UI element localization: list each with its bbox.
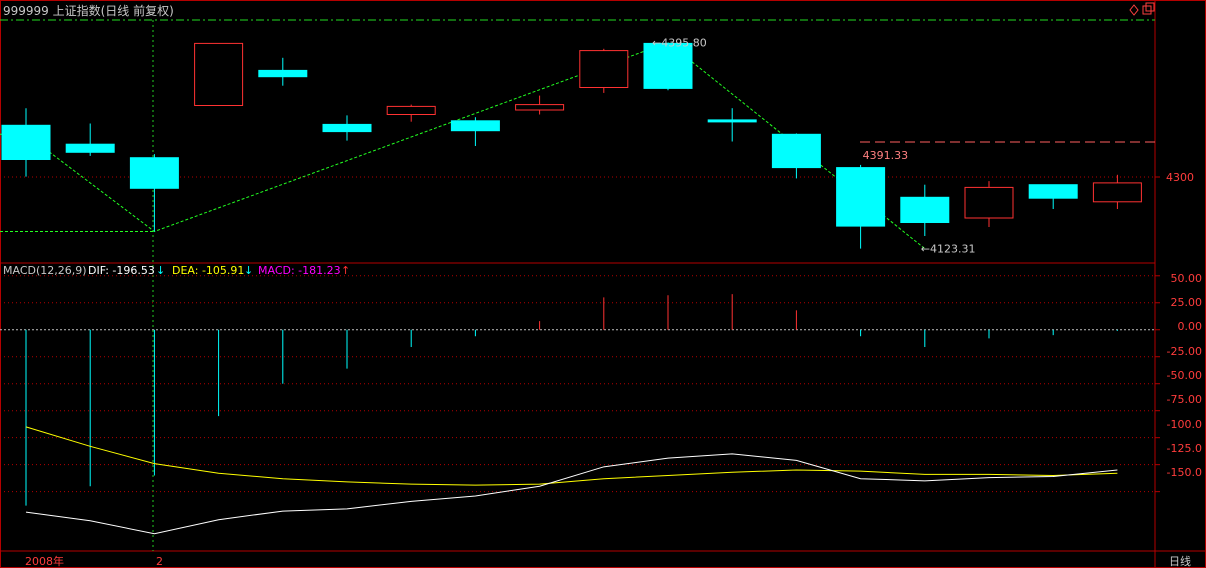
dif-line	[25, 453, 1118, 535]
candle-body	[322, 123, 372, 133]
macd-tick: -100.0	[1167, 418, 1202, 431]
macd-lines	[25, 426, 1118, 535]
candle-body	[579, 50, 629, 88]
macd-tick: 25.00	[1171, 296, 1203, 309]
candle-body	[771, 133, 821, 169]
dea-line	[25, 426, 1118, 486]
candle-body	[643, 42, 693, 89]
candle-body	[386, 105, 436, 116]
dea-value: DEA: -105.91	[172, 264, 244, 277]
price-annotations: ←4395.80 ←4123.31 4391.33	[652, 37, 976, 256]
candle-body	[1, 124, 51, 161]
candle-body	[1028, 184, 1078, 199]
candle-body	[194, 42, 244, 106]
dif-arrow-icon: ↓	[156, 264, 165, 277]
macd-arrow-icon: ↑	[341, 264, 350, 277]
macd-tick: 50.00	[1171, 272, 1203, 285]
macd-label: MACD(12,26,9)	[3, 264, 87, 277]
macd-value: MACD: -181.23	[258, 264, 341, 277]
price-tick-4300: 4300	[1166, 171, 1194, 184]
chart-title: 999999 上证指数(日线 前复权)	[3, 3, 174, 18]
candles-group	[1, 42, 1142, 249]
period-label[interactable]: 日线	[1169, 554, 1191, 568]
candle-body	[65, 143, 115, 153]
year-label: 2008年	[25, 554, 64, 568]
low-price-label: ←4123.31	[921, 243, 976, 256]
dif-value: DIF: -196.53	[88, 264, 155, 277]
candle-body	[258, 69, 308, 78]
candle-body	[129, 157, 179, 189]
macd-tick: -125.0	[1167, 442, 1202, 455]
macd-tick: -75.00	[1167, 393, 1202, 406]
high-price-label: ←4395.80	[652, 37, 707, 50]
candle-body	[836, 167, 886, 227]
macd-grid	[0, 275, 1160, 493]
macd-tick: -150.0	[1167, 466, 1202, 479]
macd-axis: 50.00 25.00 0.00 -25.00 -50.00 -75.00 -1…	[1167, 272, 1202, 479]
macd-histogram	[25, 294, 1118, 506]
restore-icon[interactable]	[1142, 2, 1155, 15]
macd-tick: 0.00	[1178, 320, 1203, 333]
candle-body	[1092, 182, 1142, 203]
candle-body	[900, 196, 950, 224]
macd-tick: -50.00	[1167, 369, 1202, 382]
candle-body	[964, 186, 1014, 219]
dea-arrow-icon: ↓	[244, 264, 253, 277]
diamond-icon[interactable]	[1129, 4, 1139, 16]
ref-price-label: 4391.33	[863, 149, 909, 162]
candle-body	[707, 119, 757, 123]
macd-tick: -25.00	[1167, 345, 1202, 358]
candle-body	[515, 104, 565, 111]
candle-body	[450, 120, 500, 132]
month-label: 2	[156, 555, 163, 568]
